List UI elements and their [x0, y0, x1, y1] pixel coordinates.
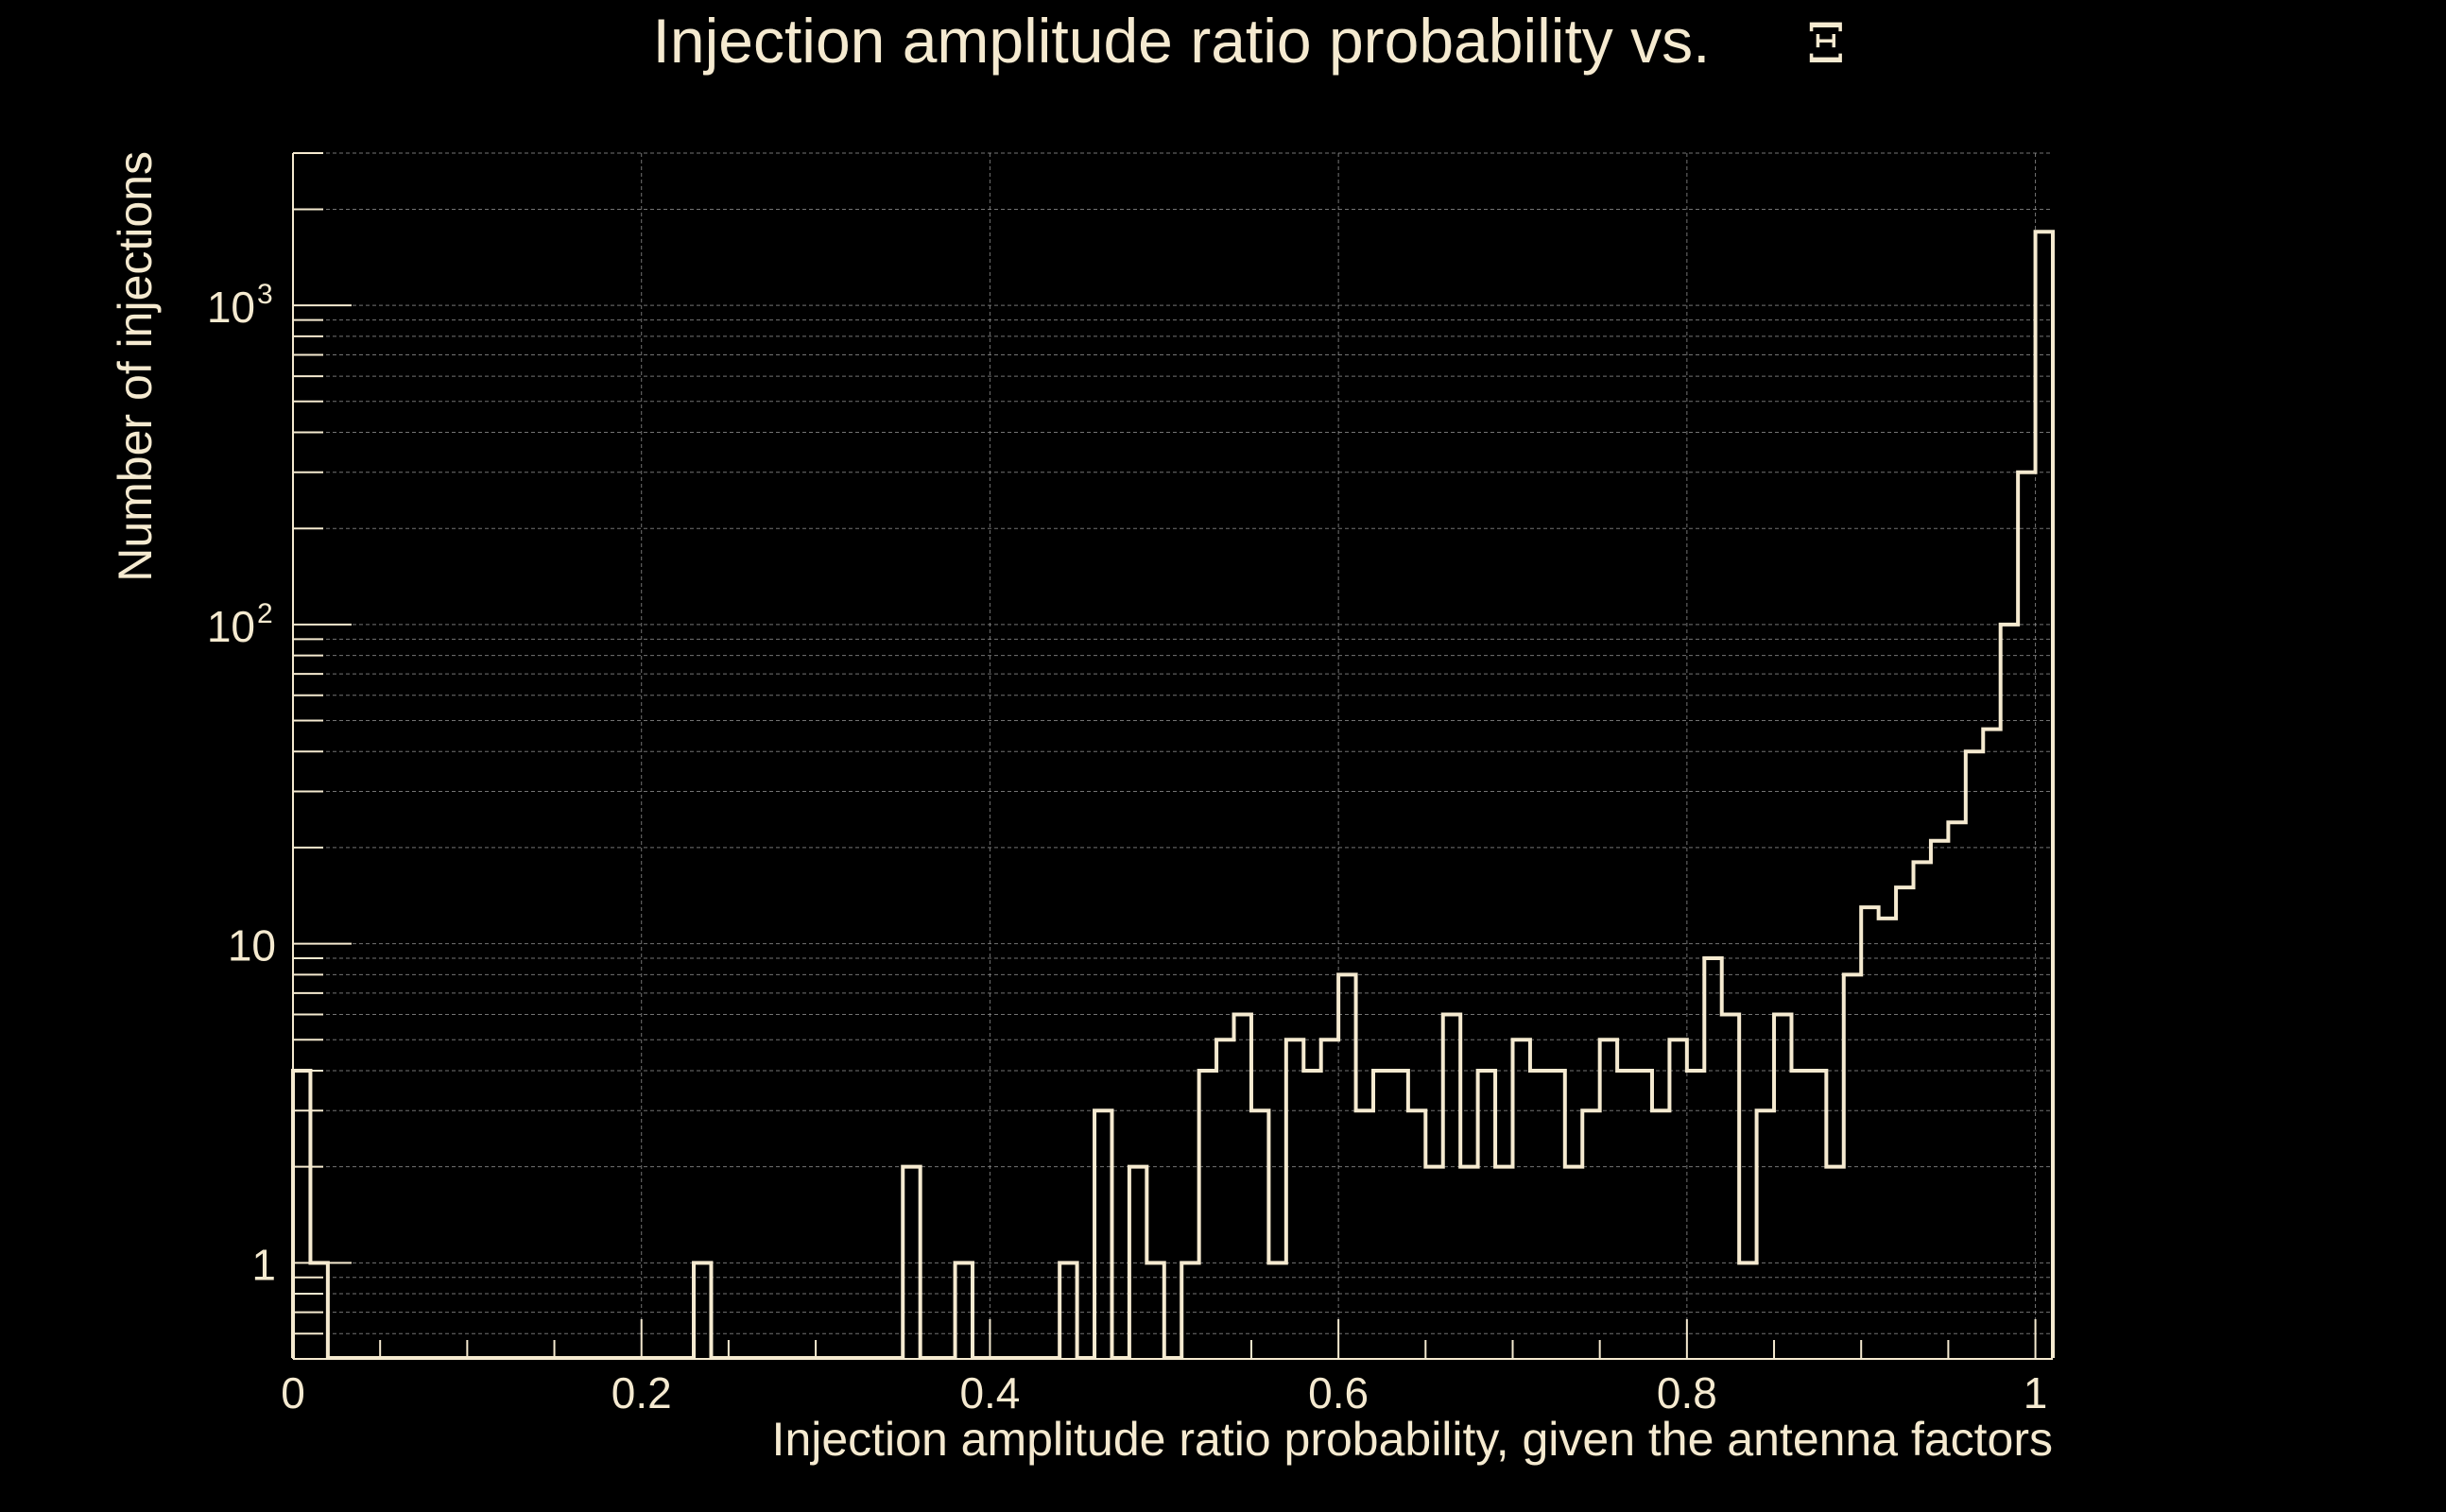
x-tick-label: 0.8: [1657, 1368, 1717, 1418]
histogram-bin: [1199, 1071, 1216, 1358]
histogram-bin: [1983, 730, 2000, 1358]
histogram-bin: [310, 1263, 327, 1358]
histogram-bin: [1286, 1040, 1303, 1358]
histogram-bin: [1774, 1015, 1791, 1358]
histogram-bin: [1652, 1110, 1669, 1358]
grid: [292, 152, 2053, 1360]
histogram-bin: [1635, 1071, 1652, 1358]
histogram-bin: [1495, 1167, 1512, 1358]
histogram-bin: [1512, 1040, 1529, 1358]
histogram-bin: [1059, 1263, 1077, 1358]
y-tick-label: 10: [228, 921, 276, 971]
histogram-bin: [1530, 1071, 1547, 1358]
y-axis-label: Number of injections: [109, 151, 162, 582]
histogram-bin: [1321, 1040, 1338, 1358]
histogram-bin: [2001, 625, 2018, 1358]
histogram-bin: [1600, 1040, 1617, 1358]
histogram-bin: [1547, 1071, 1564, 1358]
y-tick-exponent: 3: [257, 279, 273, 310]
chart-title-symbol: Ξ: [1807, 11, 1846, 76]
histogram-bin: [1879, 919, 1896, 1358]
histogram-bin: [1826, 1167, 1843, 1358]
histogram-bin: [1425, 1167, 1442, 1358]
histogram-bin: [694, 1263, 711, 1358]
histogram-bin: [1338, 974, 1355, 1358]
histogram-bin: [1669, 1040, 1686, 1358]
histogram-bin: [1268, 1263, 1285, 1358]
histogram-bin: [956, 1263, 973, 1358]
histogram-bin: [2018, 472, 2035, 1358]
histogram-bin: [1704, 958, 1721, 1358]
histogram-bin: [1251, 1110, 1268, 1358]
histogram-bin: [1931, 841, 1948, 1358]
histogram-bin: [1234, 1015, 1251, 1358]
x-tick-label: 0: [281, 1368, 305, 1418]
histogram-bin: [1460, 1167, 1477, 1358]
histogram-bin: [1896, 887, 1913, 1358]
histogram-bin: [1844, 974, 1861, 1358]
histogram-bin: [1565, 1167, 1582, 1358]
histogram-bin: [1582, 1110, 1599, 1358]
histogram-bin: [1181, 1263, 1198, 1358]
histogram-bin: [1408, 1110, 1425, 1358]
histogram-bin: [1809, 1071, 1826, 1358]
histogram-bin: [1791, 1071, 1808, 1358]
histogram-outline: [291, 230, 2055, 1360]
histogram-bin: [1146, 1263, 1163, 1358]
histogram-bin: [1687, 1071, 1704, 1358]
x-tick-label: 0.6: [1308, 1368, 1369, 1418]
x-tick-label: 0.2: [612, 1368, 672, 1418]
histogram-bin: [2036, 232, 2053, 1358]
histogram-bin: [293, 1071, 310, 1358]
histogram-bin: [1129, 1167, 1146, 1358]
histogram-bin: [1443, 1015, 1460, 1358]
histogram-bin: [1617, 1071, 1634, 1358]
histogram-bin: [1966, 751, 1983, 1358]
y-tick-label: 10: [207, 602, 255, 651]
histogram-bin: [1757, 1110, 1774, 1358]
histogram-bin: [903, 1167, 920, 1358]
histogram-bin: [1373, 1071, 1390, 1358]
y-tick-label: 1: [251, 1240, 276, 1289]
x-tick-label: 0.4: [959, 1368, 1020, 1418]
x-tick-label: 1: [2024, 1368, 2048, 1418]
histogram-bin: [1861, 907, 1878, 1358]
histogram-bin: [1303, 1071, 1320, 1358]
y-tick-exponent: 2: [257, 598, 273, 629]
chart-title: Injection amplitude ratio probability vs…: [653, 6, 1711, 76]
histogram-bin: [1478, 1071, 1495, 1358]
histogram-bin: [1948, 822, 1965, 1358]
histogram-bin: [1216, 1040, 1233, 1358]
histogram-bin: [1722, 1015, 1739, 1358]
x-axis-label: Injection amplitude ratio probability, g…: [772, 1413, 2053, 1466]
y-tick-label: 10: [207, 283, 255, 332]
histogram-series: [291, 230, 2055, 1360]
histogram-bin: [1390, 1071, 1407, 1358]
histogram-bin: [1094, 1110, 1111, 1358]
histogram-bin: [1739, 1263, 1756, 1358]
histogram-bin: [1356, 1110, 1373, 1358]
histogram-bin: [1914, 862, 1931, 1358]
